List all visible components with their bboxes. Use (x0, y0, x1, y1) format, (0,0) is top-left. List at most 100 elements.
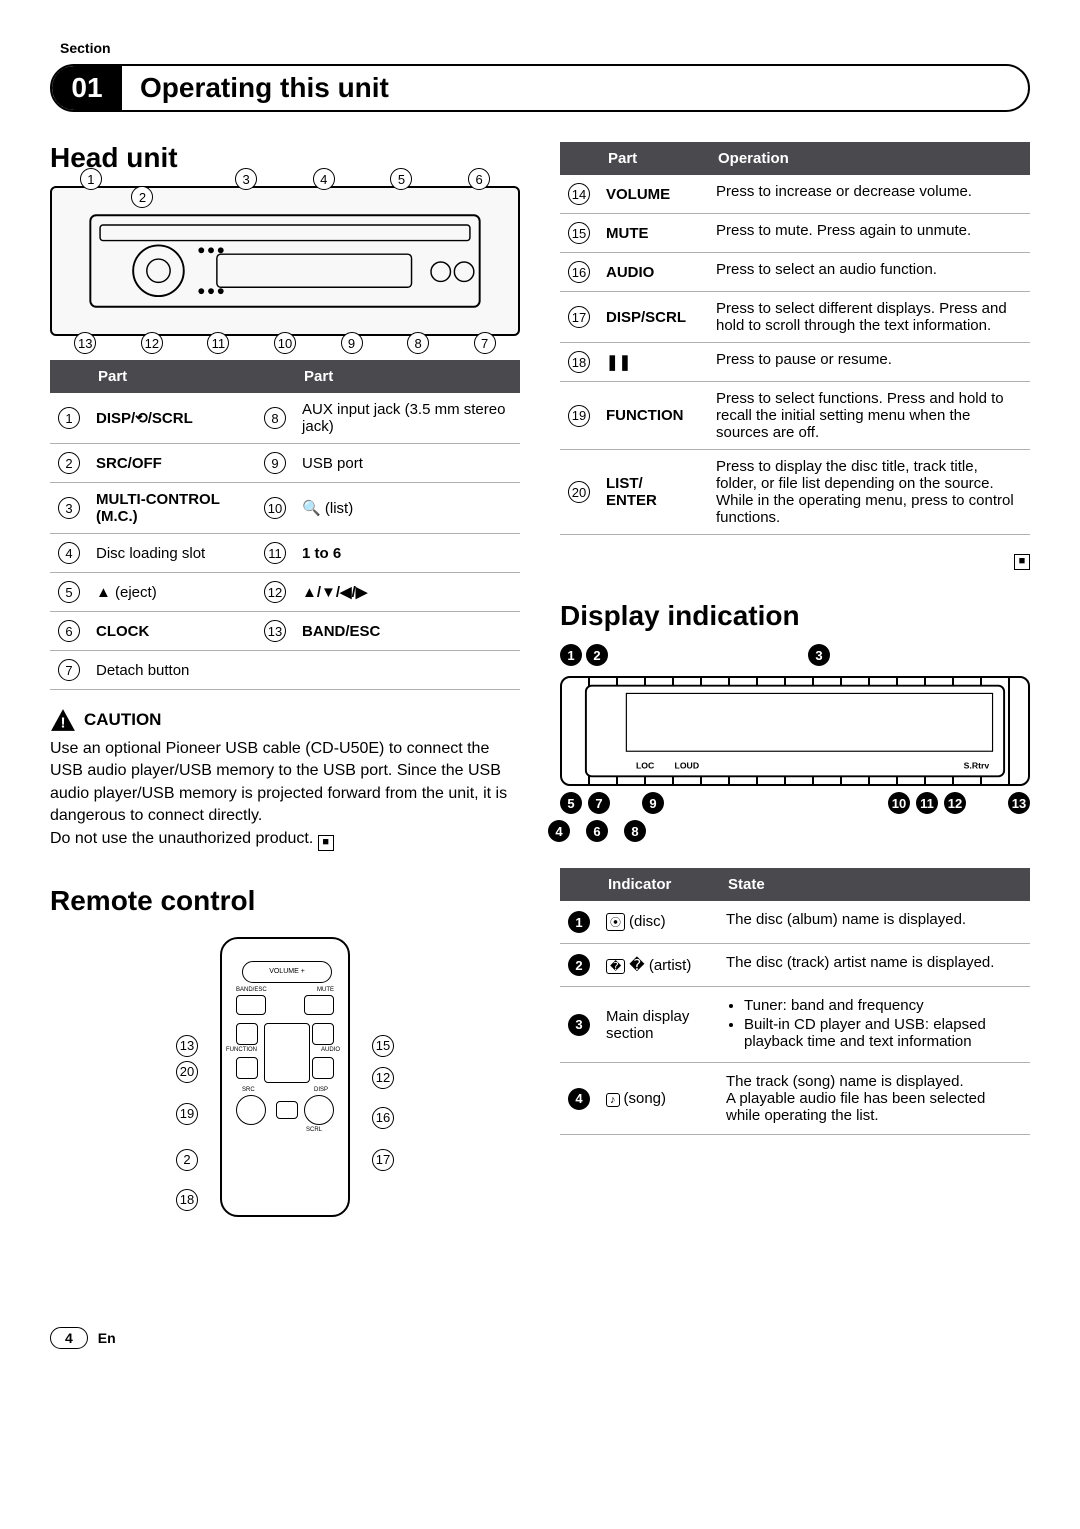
operations-table: Part Operation 14VOLUMEPress to increase… (560, 142, 1030, 535)
op-desc: Press to select different displays. Pres… (708, 292, 1030, 343)
op-part: LIST/ENTER (598, 450, 708, 535)
part-name: DISP/⟲/SCRL (88, 393, 256, 444)
indicator-table: Indicator State 1⦿(disc)The disc (album)… (560, 868, 1030, 1135)
indicator-icon: ⦿ (606, 913, 625, 931)
part-name: Disc loading slot (88, 534, 256, 573)
remote-diagram: 14 13 20 19 2 18 15 12 16 17 VOLUME + BA… (170, 937, 400, 1257)
indic-state: Tuner: band and frequency Built-in CD pla… (718, 987, 1030, 1063)
op-part: VOLUME (598, 175, 708, 214)
indic-state-item: Built-in CD player and USB: elapsed play… (744, 1016, 1022, 1050)
indic-state-item: Tuner: band and frequency (744, 997, 1022, 1014)
callout: 13 (176, 1035, 198, 1057)
caution-text-2: Do not use the unauthorized product. ■ (50, 828, 520, 851)
parts-header-2: Part (294, 360, 520, 393)
callout: 12 (372, 1067, 394, 1089)
callout: 9 (341, 332, 363, 354)
callout: 16 (372, 1107, 394, 1129)
callout: 6 (468, 168, 490, 190)
op-num: 14 (568, 183, 590, 205)
indicator-icon: ♪ (606, 1093, 620, 1107)
callout-filled: 3 (808, 644, 830, 666)
page-lang: En (98, 1330, 116, 1346)
part-name (294, 651, 520, 690)
part-num: 8 (264, 407, 286, 429)
op-num: 16 (568, 261, 590, 283)
part-name: AUX input jack (3.5 mm stereo jack) (294, 393, 520, 444)
part-num: 13 (264, 620, 286, 642)
callout: 20 (176, 1061, 198, 1083)
caution-heading: ! CAUTION (50, 708, 520, 732)
part-name: USB port (294, 444, 520, 483)
op-desc: Press to select functions. Press and hol… (708, 382, 1030, 450)
part-name: SRC/OFF (88, 444, 256, 483)
svg-text:LOC: LOC (636, 761, 655, 771)
part-num: 1 (58, 407, 80, 429)
page-footer: 4 En (50, 1327, 1030, 1349)
callout: 8 (407, 332, 429, 354)
callout: 5 (390, 168, 412, 190)
parts-table: Part Part 1DISP/⟲/SCRL8AUX input jack (3… (50, 360, 520, 690)
ops-header-op: Operation (708, 142, 1030, 175)
part-num: 5 (58, 581, 80, 603)
part-name: 1 to 6 (294, 534, 520, 573)
op-num: 17 (568, 306, 590, 328)
remote-volume: VOLUME + (242, 961, 332, 983)
display-indication-heading: Display indication (560, 600, 1030, 632)
part-name: BAND/ESC (294, 612, 520, 651)
op-part: MUTE (598, 214, 708, 253)
op-num: 20 (568, 481, 590, 503)
op-desc: Press to pause or resume. (708, 343, 1030, 382)
indicator-icon: � (606, 959, 625, 974)
svg-text:LOUD: LOUD (675, 761, 700, 771)
part-num: 9 (264, 452, 286, 474)
part-num: 12 (264, 581, 286, 603)
caution-icon: ! (50, 708, 76, 732)
chapter-header: 01 Operating this unit (50, 64, 1030, 112)
chapter-number: 01 (52, 66, 122, 110)
callout-filled: 12 (944, 792, 966, 814)
head-unit-diagram: 1 2 3 4 5 6 13 12 11 (50, 186, 520, 336)
indic-name: ⦿(disc) (598, 901, 718, 944)
callout: 4 (313, 168, 335, 190)
section-label: Section (60, 40, 1030, 56)
op-num: 18 (568, 351, 590, 373)
part-num: 2 (58, 452, 80, 474)
callout: 3 (235, 168, 257, 190)
part-name: Detach button (88, 651, 256, 690)
part-num: 3 (58, 497, 80, 519)
left-column: Head unit 1 2 3 4 5 6 (50, 142, 520, 1267)
op-part: FUNCTION (598, 382, 708, 450)
callout: 12 (141, 332, 163, 354)
indic-name: 👤 (artist) (598, 944, 718, 987)
part-num: 7 (58, 659, 80, 681)
indic-num: 4 (568, 1088, 590, 1110)
right-column: Part Operation 14VOLUMEPress to increase… (560, 142, 1030, 1267)
callout: 2 (176, 1149, 198, 1171)
op-num: 15 (568, 222, 590, 244)
callout-filled: 6 (586, 820, 608, 842)
callout-filled: 8 (624, 820, 646, 842)
caution-text: Use an optional Pioneer USB cable (CD-U5… (50, 738, 520, 828)
chapter-title: Operating this unit (140, 72, 389, 104)
callout: 15 (372, 1035, 394, 1057)
svg-text:!: ! (60, 715, 65, 732)
stop-icon: ■ (1014, 554, 1030, 570)
part-name: CLOCK (88, 612, 256, 651)
indic-state: The disc (track) artist name is displaye… (718, 944, 1030, 987)
op-desc: Press to mute. Press again to unmute. (708, 214, 1030, 253)
callout-filled: 10 (888, 792, 910, 814)
page-number: 4 (50, 1327, 88, 1349)
part-name: ▲ (eject) (88, 573, 256, 612)
callout-filled: 9 (642, 792, 664, 814)
part-name: MULTI-CONTROL (M.C.) (88, 483, 256, 534)
callout-filled: 1 (560, 644, 582, 666)
callout: 1 (80, 168, 102, 190)
callout-filled: 11 (916, 792, 938, 814)
callout: 13 (74, 332, 96, 354)
display-diagram: LOC LOUD S.Rtrv (560, 676, 1030, 786)
svg-text:S.Rtrv: S.Rtrv (964, 761, 990, 771)
op-part: ❚❚ (598, 343, 708, 382)
callout: 18 (176, 1189, 198, 1211)
callout-filled: 5 (560, 792, 582, 814)
op-num: 19 (568, 405, 590, 427)
